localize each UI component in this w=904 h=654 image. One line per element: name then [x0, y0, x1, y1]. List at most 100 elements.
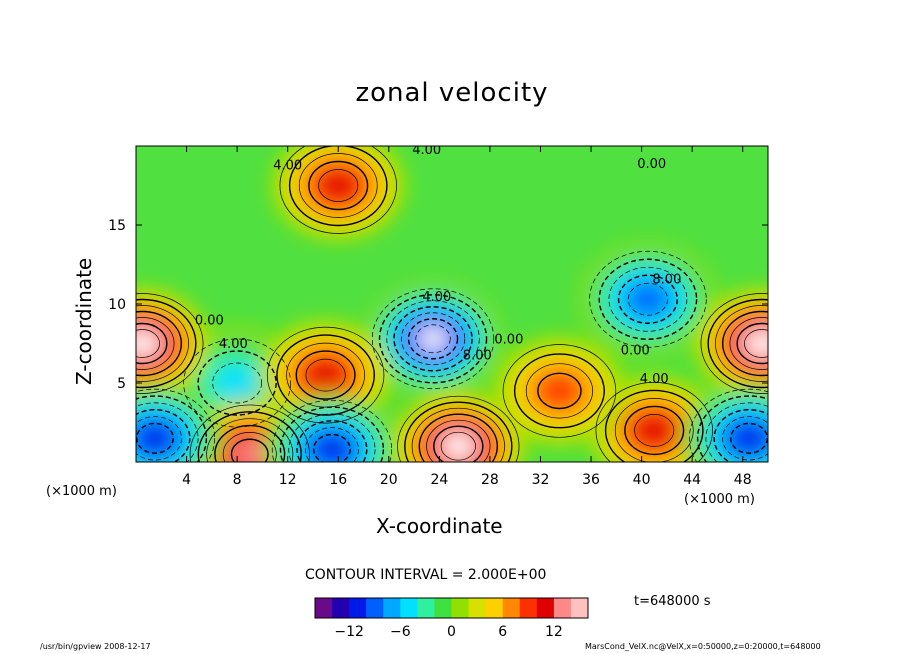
contour-line: [312, 433, 351, 462]
contour-line: [537, 372, 582, 410]
contour-line: [393, 306, 473, 372]
contour-line: [502, 344, 617, 438]
contour-line: [197, 350, 277, 416]
y-axis-label: Z-coordinate: [72, 257, 96, 385]
contour-line: [288, 413, 376, 462]
colorbar-frame: [314, 597, 589, 619]
contour-line: [136, 305, 189, 382]
contour-line: [513, 353, 605, 429]
contour-line: [426, 419, 491, 462]
colorbar-cell: [323, 598, 333, 618]
contour-line: [136, 422, 174, 454]
contour-line: [305, 427, 359, 462]
contour-line: [705, 402, 768, 462]
contour-line: [608, 266, 688, 332]
contour-line: [136, 416, 182, 461]
contour-line: [715, 305, 768, 382]
contour-line: [713, 409, 768, 462]
colorbar-cell: [400, 598, 410, 618]
colorbar-cell: [374, 598, 384, 618]
colorbar-cell: [357, 598, 367, 618]
field-level: [307, 360, 344, 390]
contour-line: [136, 329, 160, 358]
contour-line: [279, 406, 385, 462]
colorbar-cell: [579, 598, 589, 618]
contour-line: [298, 153, 378, 218]
contour-line: [230, 438, 269, 462]
colorbar-tick-label: −6: [390, 624, 411, 640]
contour-labels: 4.004.004.004.004.000.000.000.000.008.00…: [195, 143, 682, 387]
colorbar-tick-label: 0: [447, 624, 456, 640]
contour-label: 4.00: [219, 337, 248, 352]
contour-label: 0.00: [621, 344, 650, 359]
field-level: [138, 425, 172, 452]
contour-line: [136, 317, 175, 370]
x-tick-label: 8: [233, 472, 242, 488]
x-unit-left: (×1000 m): [46, 484, 117, 499]
colorbar-cell: [332, 598, 342, 618]
contour-label: 0.00: [195, 314, 224, 329]
contour-line: [371, 288, 495, 390]
contour-line: [308, 160, 369, 211]
contour-line: [707, 298, 768, 389]
contour-label: 8.00: [652, 272, 681, 287]
colorbar-tick-label: −12: [334, 624, 364, 640]
colorbar-cell: [366, 598, 376, 618]
contour-label: 4.00: [273, 159, 302, 174]
x-unit-right: (×1000 m): [684, 492, 755, 507]
colorbar-cell: [442, 598, 452, 618]
field-level: [636, 416, 673, 445]
colorbar-cell: [425, 598, 435, 618]
x-axis: 4 8 12 16 20 24 28 32 36 40 44 48: [182, 146, 752, 488]
contour-line: [206, 418, 294, 462]
contour-interval-label: CONTOUR INTERVAL = 2.000E+00: [305, 567, 547, 583]
contour-line: [214, 424, 286, 462]
colorbar-cell: [528, 598, 538, 618]
contour-line: [627, 282, 668, 316]
contour-line: [411, 407, 505, 462]
contour-line: [721, 310, 768, 377]
field-level: [214, 364, 261, 402]
x-tick-label: 44: [683, 472, 701, 488]
contour-line: [296, 420, 368, 462]
colorbar: −12 −6 0 6 12: [314, 597, 589, 640]
x-axis-label: X-coordinate: [376, 514, 503, 538]
colorbar-cell: [545, 598, 555, 618]
contour-line: [136, 293, 204, 394]
contour-line: [136, 298, 197, 389]
contour-line: [279, 146, 397, 234]
colorbar-tick-label: 6: [498, 624, 507, 640]
contour-line: [276, 334, 375, 416]
chart-title: zonal velocity: [355, 78, 549, 108]
contour-label: 4.00: [412, 143, 441, 158]
contour-line: [744, 329, 768, 358]
contour-line: [525, 363, 593, 419]
contour-line: [136, 322, 168, 365]
colorbar-cell: [434, 598, 444, 618]
x-tick-label: 4: [182, 472, 191, 488]
contour-line: [386, 300, 480, 378]
x-tick-label: 40: [633, 472, 651, 488]
colorbar-cell: [485, 598, 495, 618]
x-tick-label: 32: [532, 472, 550, 488]
colorbar-cell: [562, 598, 572, 618]
colorbar-cell: [460, 598, 470, 618]
contour-line: [400, 312, 466, 366]
contour-line: [189, 404, 310, 462]
contour-line: [614, 398, 694, 462]
colorbar-cell: [417, 598, 427, 618]
field-level: [233, 440, 267, 462]
contour-line: [212, 362, 262, 404]
x-tick-label: 12: [279, 472, 297, 488]
contour-line: [433, 425, 484, 462]
y-tick-label: 15: [108, 218, 126, 234]
contour-line: [378, 294, 488, 384]
contour-line: [589, 250, 707, 348]
colorbar-cell: [553, 598, 563, 618]
colorbar-cell: [494, 598, 504, 618]
field-level: [746, 331, 768, 356]
colorbar-cell: [391, 598, 401, 618]
time-label: t=648000 s: [634, 594, 711, 609]
contour-line: [197, 411, 302, 462]
contour-line: [136, 395, 208, 462]
